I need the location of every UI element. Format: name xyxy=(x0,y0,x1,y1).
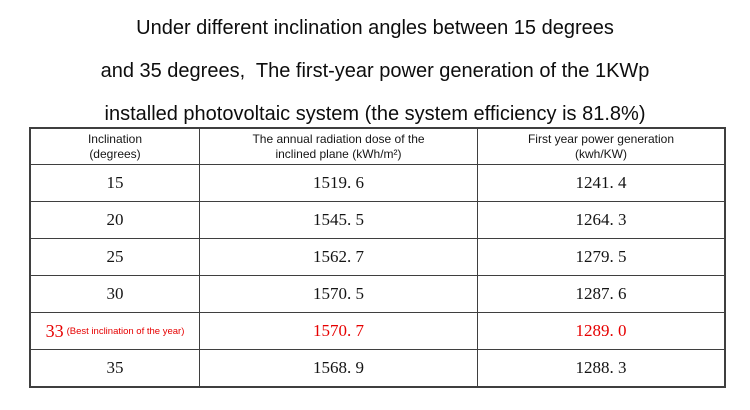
cell-generation: 1264. 3 xyxy=(477,202,724,238)
table-row-best-inclination: 33 (Best inclination of the year) 1570. … xyxy=(31,313,724,350)
table-row: 20 1545. 5 1264. 3 xyxy=(31,202,724,239)
table-row: 25 1562. 7 1279. 5 xyxy=(31,239,724,276)
page-title: Under different inclination angles betwe… xyxy=(0,7,750,136)
cell-inclination-best: 33 (Best inclination of the year) xyxy=(31,313,199,349)
header-line: inclined plane (kWh/m²) xyxy=(275,146,402,161)
header-line: First year power generation xyxy=(527,131,675,146)
header-line: (degrees) xyxy=(89,146,141,161)
table-header-row: Inclination (degrees) The annual radiati… xyxy=(31,129,724,165)
cell-inclination: 20 xyxy=(106,210,124,229)
best-inclination-value: 33 xyxy=(45,320,64,341)
header-line: (kwh/KW) xyxy=(575,146,627,161)
cell-radiation: 1570. 7 xyxy=(199,313,477,349)
cell-inclination: 30 xyxy=(106,284,124,303)
cell-generation: 1289. 0 xyxy=(477,313,724,349)
title-line-2: and 35 degrees, The first-year power gen… xyxy=(100,60,650,82)
header-inclination: Inclination (degrees) xyxy=(31,129,199,164)
table-row: 15 1519. 6 1241. 4 xyxy=(31,165,724,202)
cell-inclination: 25 xyxy=(106,247,124,266)
pv-data-table: Inclination (degrees) The annual radiati… xyxy=(29,127,726,388)
header-power-generation: First year power generation (kwh/KW) xyxy=(477,129,724,164)
cell-generation: 1241. 4 xyxy=(477,165,724,201)
header-radiation-dose: The annual radiation dose of the incline… xyxy=(199,129,477,164)
cell-radiation: 1545. 5 xyxy=(199,202,477,238)
cell-radiation: 1570. 5 xyxy=(199,276,477,312)
cell-radiation: 1568. 9 xyxy=(199,350,477,386)
cell-generation: 1288. 3 xyxy=(477,350,724,386)
title-line-3: installed photovoltaic system (the syste… xyxy=(104,103,646,125)
cell-generation: 1287. 6 xyxy=(477,276,724,312)
table-row: 30 1570. 5 1287. 6 xyxy=(31,276,724,313)
cell-generation: 1279. 5 xyxy=(477,239,724,275)
cell-radiation: 1519. 6 xyxy=(199,165,477,201)
table-row: 35 1568. 9 1288. 3 xyxy=(31,350,724,386)
best-inclination-note: (Best inclination of the year) xyxy=(66,325,185,337)
cell-inclination: 15 xyxy=(106,173,124,192)
cell-inclination: 35 xyxy=(106,358,124,377)
header-line: The annual radiation dose of the xyxy=(252,131,425,146)
header-line: Inclination xyxy=(87,131,143,146)
title-line-1: Under different inclination angles betwe… xyxy=(136,17,614,39)
cell-radiation: 1562. 7 xyxy=(199,239,477,275)
